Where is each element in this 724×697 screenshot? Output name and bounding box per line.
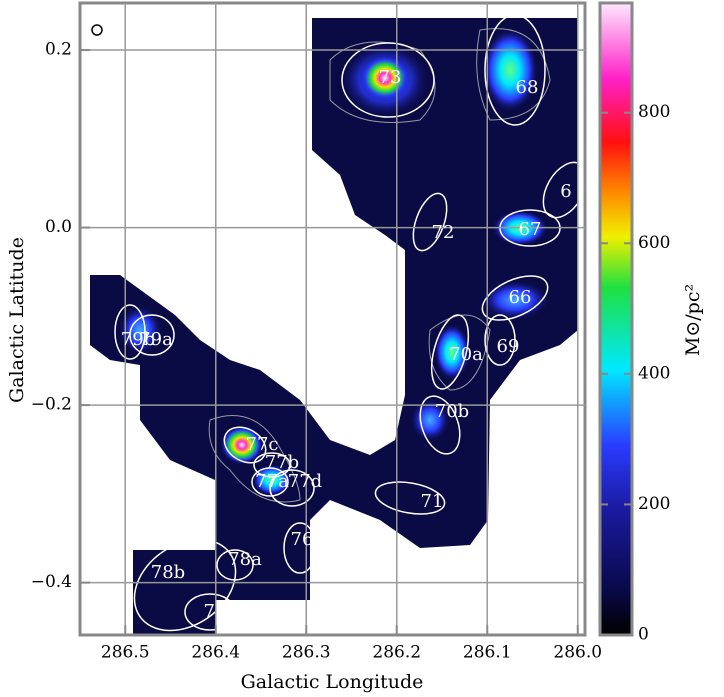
colorbar-tick-label: 600 bbox=[638, 233, 670, 253]
colorbar-tick-label: 0 bbox=[638, 625, 649, 645]
colorbar-tick-label: 800 bbox=[638, 102, 670, 122]
y-axis-label: Galactic Latitude bbox=[6, 237, 28, 403]
colorbar bbox=[598, 1, 634, 637]
colorbar-tick-label: 400 bbox=[638, 363, 670, 383]
ellipses bbox=[91, 14, 588, 632]
region-label: 78b bbox=[151, 562, 185, 583]
region-label: 75 bbox=[204, 601, 227, 622]
region-label: 76 bbox=[291, 529, 314, 550]
region-label: 73 bbox=[379, 67, 402, 88]
y-tick-label: 0.2 bbox=[45, 40, 72, 60]
region-label: 70a bbox=[449, 344, 483, 365]
colorbar-label: M⊙/pc² bbox=[682, 284, 704, 356]
region-label: 72 bbox=[432, 222, 455, 243]
x-tick-label: 286.5 bbox=[101, 643, 150, 663]
map-image bbox=[90, 18, 578, 635]
x-tick-label: 286.1 bbox=[463, 643, 512, 663]
region-label: 68 bbox=[516, 77, 539, 98]
plot-frame bbox=[78, 1, 587, 637]
region-label: 6 bbox=[560, 181, 571, 202]
region-label: 71 bbox=[421, 491, 444, 512]
x-tick-label: 286.0 bbox=[553, 643, 602, 663]
region-label: 67 bbox=[519, 219, 542, 240]
x-axis-label: Galactic Longitude bbox=[241, 671, 424, 693]
region-label: 79a bbox=[139, 329, 173, 350]
region-label: 78a bbox=[228, 549, 262, 570]
region-label: 69 bbox=[497, 336, 520, 357]
region-label: 70b bbox=[435, 401, 469, 422]
region-label: 66 bbox=[509, 287, 532, 308]
region-label: 79b bbox=[121, 329, 155, 350]
region-label: 77b bbox=[265, 452, 299, 473]
y-tick-label: −0.2 bbox=[31, 395, 72, 415]
region-label: 77a bbox=[255, 471, 289, 492]
x-tick-label: 286.2 bbox=[372, 643, 421, 663]
colorbar-tick-label: 200 bbox=[638, 494, 670, 514]
region-label: 77c bbox=[246, 434, 279, 455]
region-label: 77d bbox=[288, 471, 322, 492]
x-tick-label: 286.4 bbox=[191, 643, 240, 663]
y-tick-label: −0.4 bbox=[31, 572, 72, 592]
y-tick-label: 0.0 bbox=[45, 217, 72, 237]
x-tick-label: 286.3 bbox=[282, 643, 331, 663]
